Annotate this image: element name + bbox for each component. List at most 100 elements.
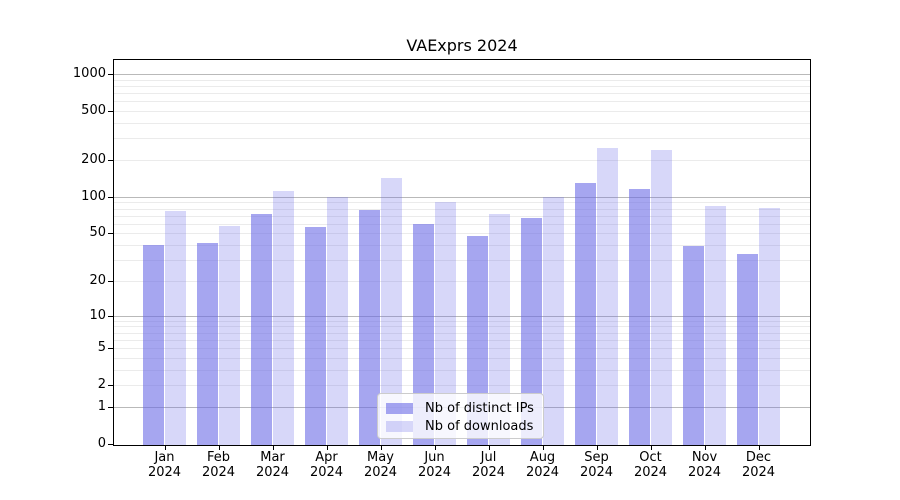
- x-tick-month: Sep: [584, 450, 609, 465]
- x-tick-year: 2024: [363, 465, 398, 480]
- bar-distinct-ips: [628, 189, 651, 445]
- gridline-minor: [114, 93, 810, 95]
- y-tick-label: 200: [81, 152, 106, 168]
- x-tick-year: 2024: [579, 465, 614, 480]
- gridline-minor: [114, 260, 810, 262]
- legend-swatch: [386, 403, 413, 414]
- bar-downloads: [272, 190, 295, 445]
- bar-distinct-ips: [520, 218, 543, 445]
- x-tick-month: Jan: [154, 450, 175, 465]
- x-tick-month: Dec: [745, 450, 772, 465]
- bar-downloads: [758, 208, 781, 445]
- x-tick-label: Jun 2024: [403, 450, 467, 480]
- x-tick-mark: [596, 446, 598, 450]
- bar-downloads: [164, 211, 187, 445]
- x-tick-month: Aug: [529, 450, 556, 465]
- gridline-minor: [114, 280, 810, 282]
- gridline-minor: [114, 101, 810, 103]
- bar-downloads: [380, 177, 403, 445]
- x-tick-year: 2024: [201, 465, 236, 480]
- gridline-minor: [114, 369, 810, 371]
- gridline-minor: [114, 339, 810, 341]
- x-tick-mark: [650, 446, 652, 450]
- y-tick-label: 5: [97, 340, 106, 356]
- y-tick-label: 500: [81, 103, 106, 119]
- x-tick-month: Nov: [691, 450, 718, 465]
- x-tick-mark: [758, 446, 760, 450]
- gridline-minor: [114, 326, 810, 328]
- bar-downloads: [704, 205, 727, 445]
- gridline-major: [114, 74, 810, 76]
- legend-entry: Nb of downloads: [386, 418, 535, 435]
- bar-distinct-ips: [682, 246, 705, 445]
- plot-area: [113, 59, 811, 446]
- bar-downloads: [650, 150, 673, 445]
- x-tick-label: Jul 2024: [457, 450, 521, 480]
- x-tick-label: Jan 2024: [133, 450, 197, 480]
- x-tick-mark: [164, 446, 166, 450]
- gridline-minor: [114, 223, 810, 225]
- x-tick-year: 2024: [417, 465, 452, 480]
- gridline-minor: [114, 202, 810, 204]
- bar-downloads: [326, 196, 349, 445]
- gridline-minor: [114, 245, 810, 247]
- bar-downloads: [542, 196, 565, 445]
- bar-distinct-ips: [574, 183, 597, 445]
- x-tick-month: Feb: [206, 450, 231, 465]
- gridline-minor: [114, 208, 810, 210]
- gridline-major: [114, 196, 810, 198]
- x-tick-mark: [704, 446, 706, 450]
- bar-distinct-ips: [412, 223, 435, 445]
- legend-swatch: [386, 421, 413, 432]
- legend-entry: Nb of distinct IPs: [386, 400, 535, 417]
- x-tick-mark: [434, 446, 436, 450]
- x-tick-label: Aug 2024: [511, 450, 575, 480]
- x-tick-year: 2024: [633, 465, 668, 480]
- x-tick-label: Dec 2024: [727, 450, 791, 480]
- bar-downloads: [596, 148, 619, 445]
- y-tick-label: 100: [81, 188, 106, 204]
- x-tick-mark: [380, 446, 382, 450]
- y-tick-label: 50: [89, 225, 106, 241]
- x-tick-year: 2024: [525, 465, 560, 480]
- x-tick-year: 2024: [255, 465, 290, 480]
- gridline-minor: [114, 357, 810, 359]
- gridline-minor: [114, 79, 810, 81]
- bar-downloads: [434, 202, 457, 445]
- x-tick-mark: [542, 446, 544, 450]
- x-tick-mark: [488, 446, 490, 450]
- x-tick-label: Oct 2024: [619, 450, 683, 480]
- x-tick-label: Sep 2024: [565, 450, 629, 480]
- bar-distinct-ips: [250, 213, 273, 445]
- x-tick-year: 2024: [687, 465, 722, 480]
- chart-title: VAExprs 2024: [406, 36, 518, 55]
- x-tick-mark: [218, 446, 220, 450]
- y-tick-label: 20: [89, 272, 106, 288]
- x-tick-month: Jul: [480, 450, 497, 465]
- bar-downloads: [488, 213, 511, 445]
- bar-distinct-ips: [142, 245, 165, 445]
- x-tick-month: Mar: [260, 450, 285, 465]
- y-tick-label: 10: [89, 307, 106, 323]
- gridline-minor: [114, 160, 810, 162]
- x-tick-month: Oct: [639, 450, 662, 465]
- x-tick-label: Feb 2024: [187, 450, 251, 480]
- bar-downloads: [218, 225, 241, 445]
- x-tick-label: Apr 2024: [295, 450, 359, 480]
- x-tick-month: Apr: [315, 450, 338, 465]
- bar-distinct-ips: [304, 226, 327, 445]
- gridline-minor: [114, 385, 810, 387]
- x-tick-mark: [326, 446, 328, 450]
- gridline-minor: [114, 215, 810, 217]
- x-tick-year: 2024: [147, 465, 182, 480]
- gridline-minor: [114, 332, 810, 334]
- gridline-minor: [114, 233, 810, 235]
- gridline-minor: [114, 320, 810, 322]
- y-tick-label: 0: [97, 436, 106, 451]
- gridline-minor: [114, 348, 810, 350]
- y-tick-label: 2: [97, 377, 106, 393]
- bar-distinct-ips: [466, 235, 489, 445]
- x-tick-year: 2024: [309, 465, 344, 480]
- gridline-minor: [114, 138, 810, 140]
